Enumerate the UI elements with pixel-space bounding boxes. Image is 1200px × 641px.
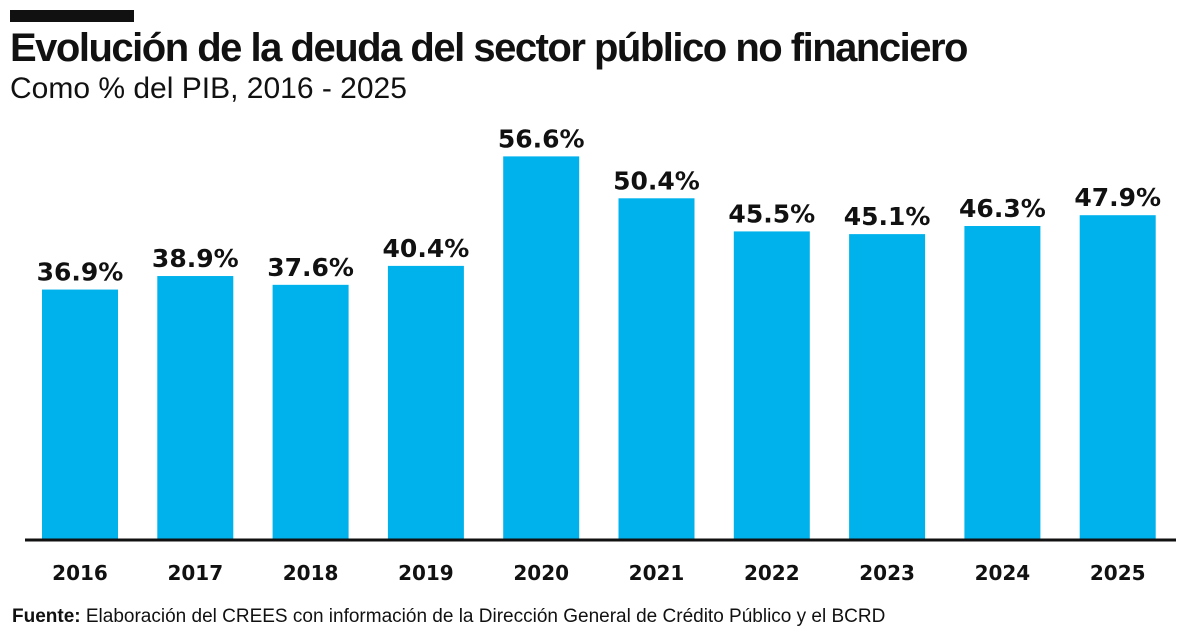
data-label-2023: 45.1% bbox=[844, 202, 931, 231]
x-tick-label-2023: 2023 bbox=[859, 561, 915, 585]
bar-2020 bbox=[503, 156, 580, 539]
chart-subtitle: Como % del PIB, 2016 - 2025 bbox=[10, 72, 407, 105]
bar-2025 bbox=[1079, 215, 1156, 540]
data-label-2017: 38.9% bbox=[152, 244, 239, 273]
x-tick-label-2020: 2020 bbox=[513, 561, 569, 585]
bar-chart: 36.9% 2016 38.9% 2017 37.6% 2018 40.4% 2019 56.6… bbox=[25, 124, 1176, 585]
data-label-2022: 45.5% bbox=[728, 199, 815, 228]
data-label-2021: 50.4% bbox=[613, 166, 700, 195]
data-label-2024: 46.3% bbox=[959, 194, 1046, 223]
bar-2023 bbox=[849, 234, 926, 539]
source-text: Elaboración del CREES con información de… bbox=[80, 606, 886, 627]
source-note: Fuente: Elaboración del CREES con inform… bbox=[12, 606, 885, 628]
data-label-2016: 36.9% bbox=[37, 258, 124, 287]
chart-title: Evolución de la deuda del sector público… bbox=[10, 26, 968, 70]
source-label: Fuente: bbox=[12, 606, 81, 627]
x-tick-label-2016: 2016 bbox=[52, 561, 108, 585]
x-tick-label-2018: 2018 bbox=[283, 561, 339, 585]
bar-2017 bbox=[157, 276, 234, 539]
x-tick-label-2019: 2019 bbox=[398, 561, 454, 585]
x-tick-label-2021: 2021 bbox=[629, 561, 685, 585]
x-tick-label-2025: 2025 bbox=[1090, 561, 1146, 585]
x-tick-label-2024: 2024 bbox=[975, 561, 1031, 585]
bar-2016 bbox=[42, 289, 118, 539]
data-label-2025: 47.9% bbox=[1074, 183, 1161, 212]
bar-2022 bbox=[733, 231, 810, 540]
data-label-2019: 40.4% bbox=[383, 234, 470, 263]
bar-2024 bbox=[964, 226, 1041, 539]
data-label-2018: 37.6% bbox=[267, 253, 354, 282]
x-tick-label-2017: 2017 bbox=[167, 561, 223, 585]
bar-2021 bbox=[618, 198, 695, 539]
header-decoration-bar bbox=[10, 10, 134, 22]
x-tick-label-2022: 2022 bbox=[744, 561, 800, 585]
data-label-2020: 56.6% bbox=[498, 124, 585, 153]
bar-2018 bbox=[272, 284, 349, 539]
bar-2019 bbox=[387, 265, 464, 539]
